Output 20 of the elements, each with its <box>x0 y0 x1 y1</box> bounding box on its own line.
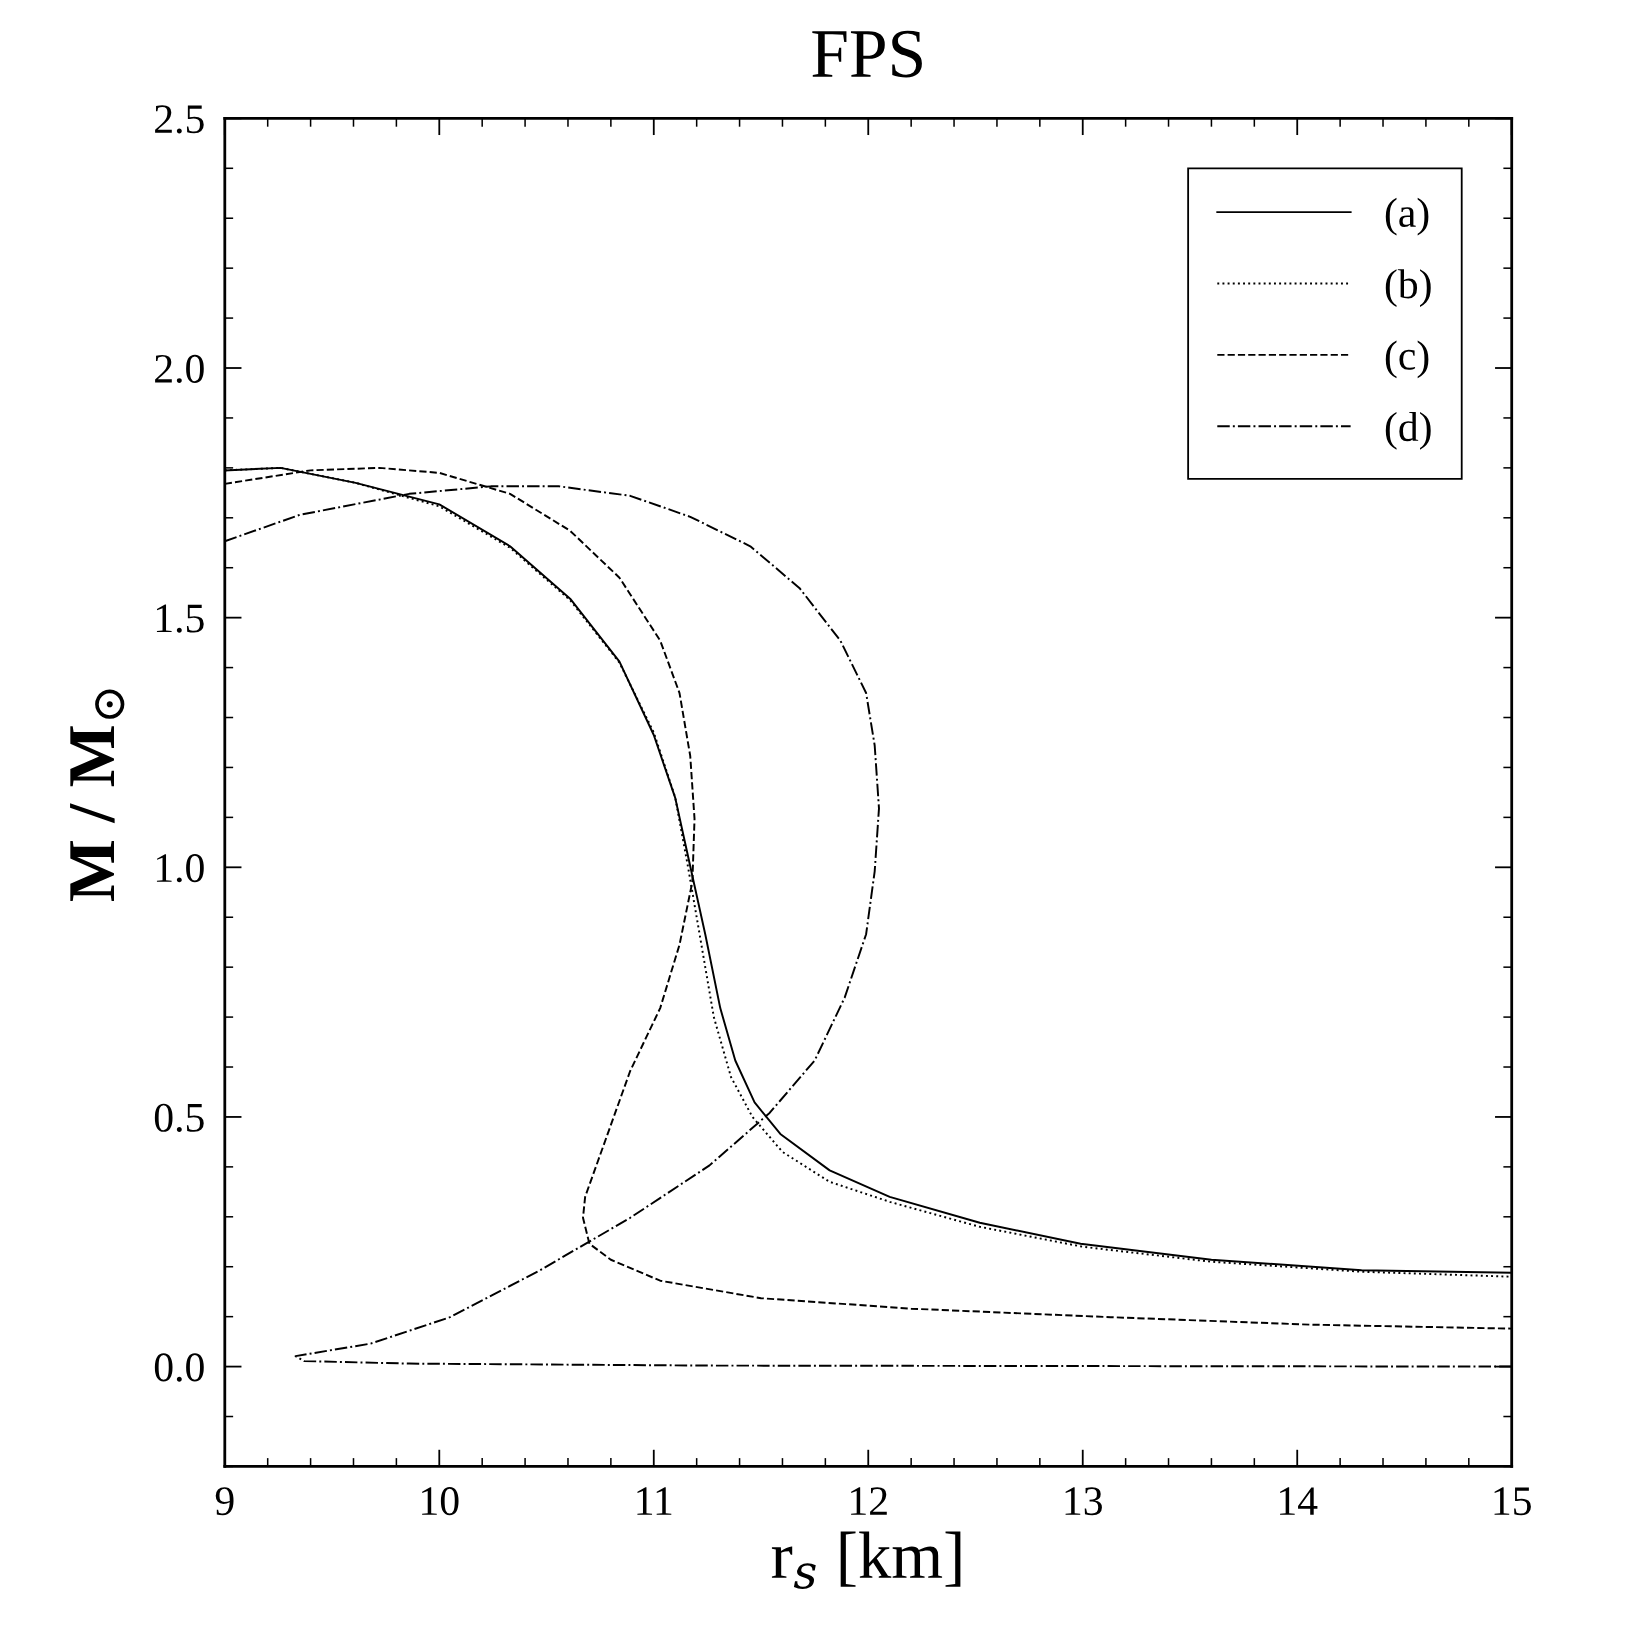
x-tick-label: 12 <box>851 1487 887 1515</box>
x-tick-label: 13 <box>1065 1487 1102 1516</box>
x-axis-title: r$_{s}$ [km] <box>771 1531 961 1589</box>
x-tick-label: 11 <box>637 1487 672 1515</box>
legend-label: (b) <box>1385 269 1431 307</box>
chart-title: FPS <box>812 30 922 78</box>
legend-label: (c) <box>1385 340 1429 379</box>
y-axis-title: M / M$_{⊙}$ <box>70 689 125 901</box>
y-tick-label: 0.0 <box>154 1353 204 1382</box>
y-tick-label: 0.5 <box>154 1103 204 1132</box>
legend-label: (d) <box>1385 411 1431 450</box>
y-tick-label: 1.0 <box>156 854 204 883</box>
x-tick-label: 9 <box>215 1487 234 1516</box>
y-tick-label: 1.5 <box>156 604 204 633</box>
legend-label: (a) <box>1385 197 1429 236</box>
x-tick-label: 15 <box>1494 1487 1531 1516</box>
y-tick-label: 2.5 <box>155 105 204 134</box>
x-tick-label: 14 <box>1280 1487 1318 1515</box>
x-tick-label: 10 <box>422 1487 459 1516</box>
y-tick-label: 2.0 <box>155 354 204 384</box>
